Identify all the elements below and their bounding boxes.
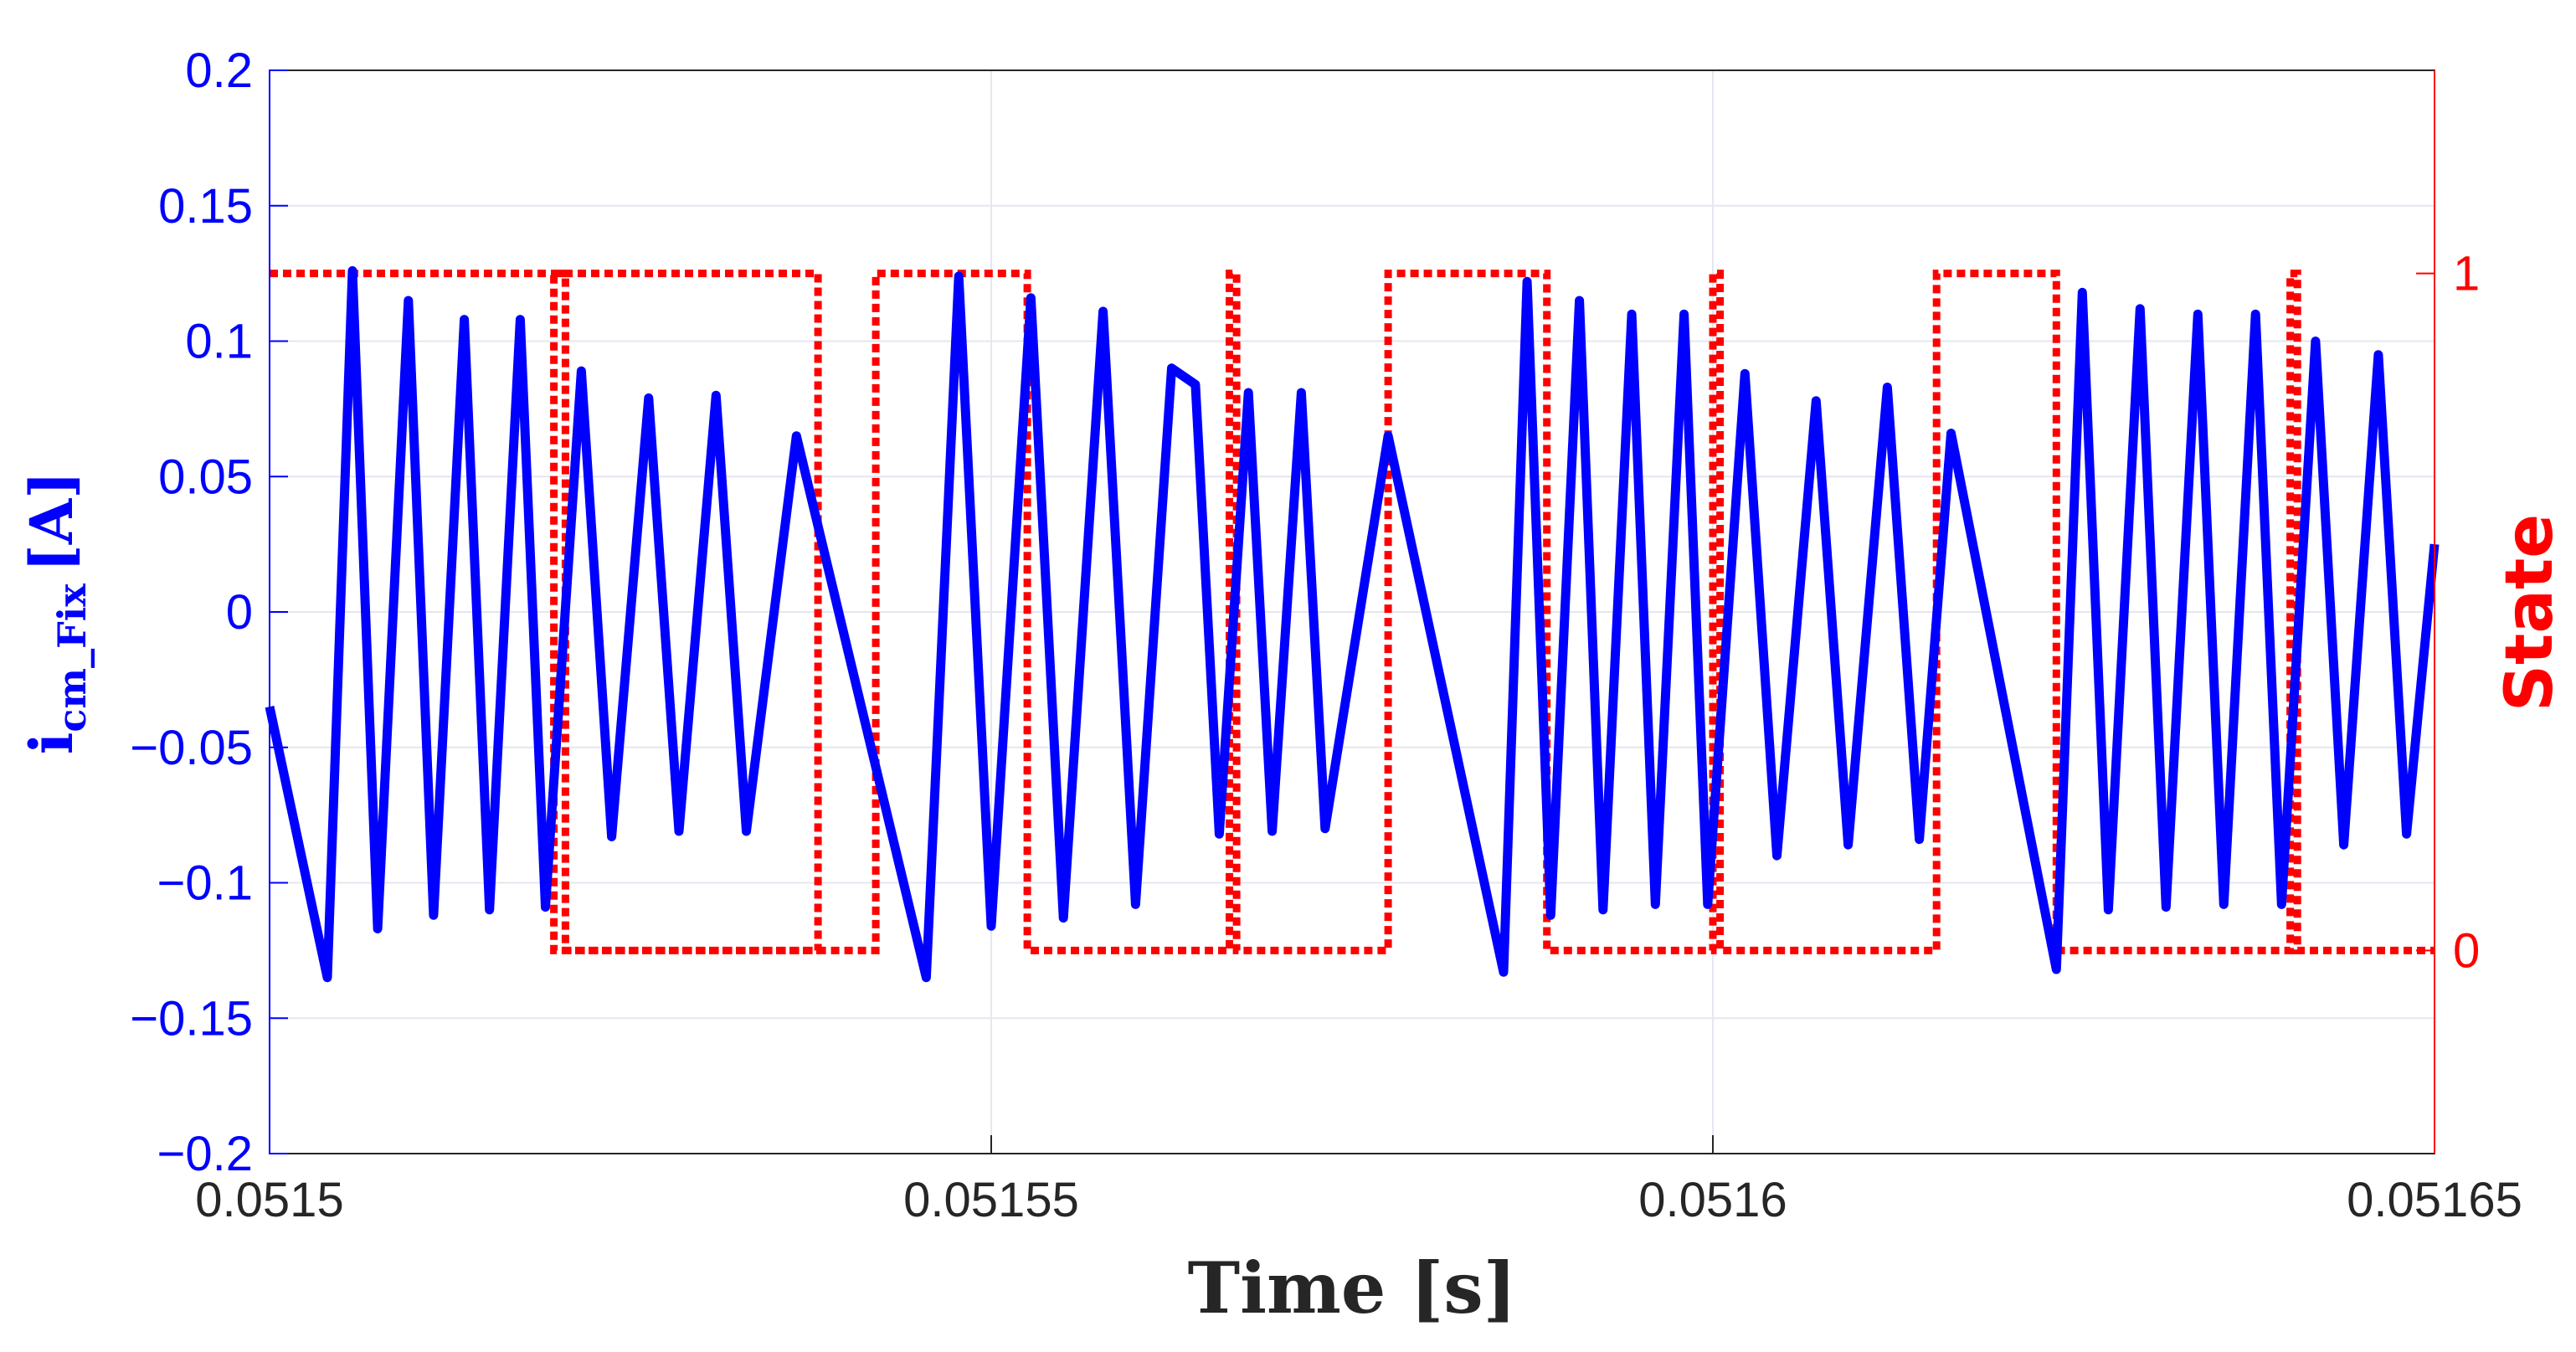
series-state: [270, 270, 2435, 954]
y-left-tick-label: 0: [226, 585, 253, 640]
x-tick-label: 0.0515: [195, 1173, 343, 1227]
y-right-axis-label: State: [2492, 514, 2568, 712]
y-left-ticks: 0.2 0.15 0.1 0.05 0 −0.05 −0.1 −0.15 −0.2: [130, 44, 288, 1181]
y-right-ticks: 10: [2416, 247, 2480, 978]
y-left-tick-label: −0.1: [157, 856, 254, 911]
series-current: [265, 265, 2440, 983]
x-tick-label: 0.0516: [1638, 1173, 1787, 1227]
svg-text:icm_Fix[A]: icm_Fix [A]: [17, 471, 95, 754]
x-tick-label: 0.05155: [903, 1173, 1079, 1227]
y-left-axis-label: icm_Fix [A]: [17, 471, 95, 754]
y-left-tick-label: 0.1: [185, 315, 253, 369]
x-ticks: 0.0515 0.05155 0.0516 0.05165: [195, 1135, 2522, 1227]
y-right-tick-label: 0: [2453, 923, 2480, 978]
x-axis-label: Time [s]: [1188, 1247, 1517, 1329]
y-left-tick-label: 0.05: [158, 450, 253, 504]
y-left-label-main: i: [17, 733, 86, 755]
y-left-tick-label: 0.15: [158, 179, 253, 234]
y-left-tick-label: −0.2: [157, 1127, 254, 1181]
series-layer: [265, 265, 2440, 983]
y-left-label-sub: cm_Fix: [49, 583, 95, 733]
y-left-label-unit: [A]: [17, 471, 86, 573]
y-left-tick-label: −0.05: [130, 721, 253, 775]
x-tick-label: 0.05165: [2347, 1173, 2522, 1227]
y-right-tick-label: 1: [2453, 247, 2480, 301]
y-left-tick-label: −0.15: [130, 991, 253, 1046]
y-left-tick-label: 0.2: [185, 44, 253, 98]
